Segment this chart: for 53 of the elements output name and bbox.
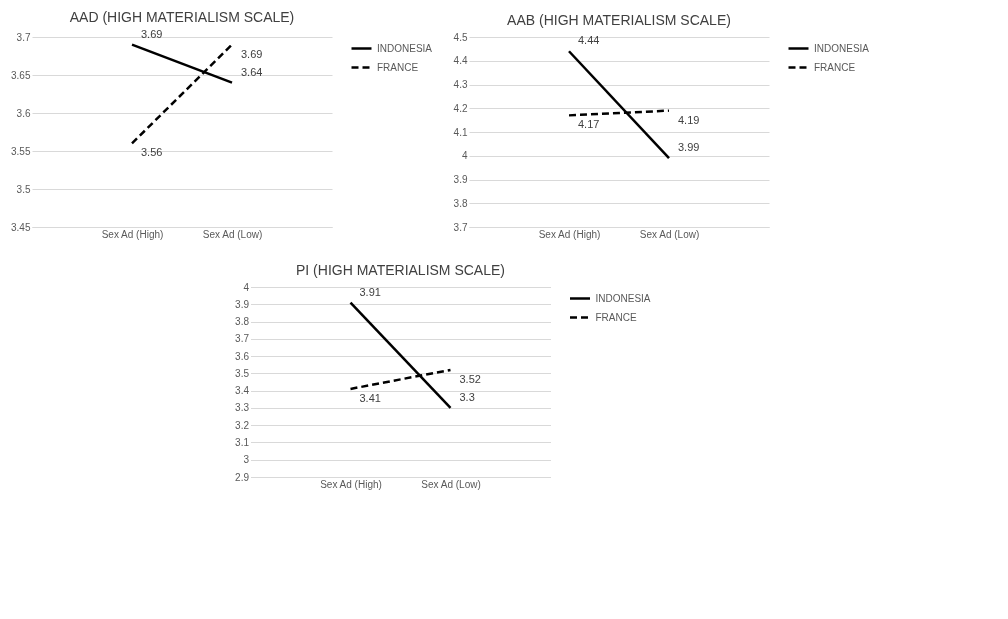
- y-tick-label: 3.4: [235, 385, 250, 397]
- legend-label: INDONESIA: [377, 42, 433, 54]
- data-label: 4.44: [578, 34, 600, 47]
- data-label: 4.19: [678, 113, 700, 126]
- y-tick-label: 3.6: [16, 107, 31, 119]
- y-tick-label: 3.7: [16, 31, 31, 43]
- y-tick-label: 3.65: [11, 69, 31, 81]
- legend-label: FRANCE: [814, 61, 856, 73]
- y-tick-label: 3.6: [235, 350, 250, 362]
- y-tick-label: 4: [461, 150, 468, 162]
- legend-label: INDONESIA: [814, 42, 870, 54]
- y-tick-label: 3.9: [235, 298, 250, 310]
- y-tick-label: 3.45: [11, 221, 31, 233]
- chart-title: AAD (HIGH MATERIALISM SCALE): [69, 8, 295, 25]
- y-tick-label: 4.2: [453, 102, 468, 114]
- y-tick-label: 3.9: [453, 174, 468, 185]
- y-tick-label: 3.2: [235, 419, 250, 431]
- data-label: 3.99: [678, 141, 700, 154]
- y-tick-label: 4.3: [453, 79, 468, 90]
- y-tick-label: 4.4: [453, 55, 468, 67]
- x-tick-label: Sex Ad (Low): [639, 228, 700, 240]
- y-tick-label: 3.55: [11, 145, 31, 157]
- y-tick-label: 3.5: [235, 367, 250, 379]
- chart-title: PI (HIGH MATERIALISM SCALE): [296, 262, 505, 278]
- y-tick-label: 4.5: [453, 31, 468, 43]
- y-tick-label: 3.7: [453, 221, 468, 233]
- data-label: 4.17: [578, 118, 600, 131]
- y-tick-label: 3.5: [16, 183, 31, 195]
- data-label: 3.69: [141, 27, 163, 40]
- legend-label: INDONESIA: [595, 292, 651, 304]
- data-label: 3.52: [459, 372, 481, 385]
- legend-label: FRANCE: [595, 311, 637, 323]
- y-tick-label: 4: [243, 281, 250, 293]
- y-tick-label: 2.9: [235, 471, 250, 483]
- chart-title: AAB (HIGH MATERIALISM SCALE): [507, 12, 731, 28]
- y-tick-label: 3: [243, 454, 250, 466]
- x-tick-label: Sex Ad (High): [320, 478, 382, 490]
- y-tick-label: 4.1: [453, 126, 468, 138]
- x-tick-label: Sex Ad (High): [101, 228, 164, 240]
- y-tick-label: 3.8: [453, 197, 468, 209]
- data-label: 3.91: [359, 285, 381, 298]
- y-tick-label: 3.3: [235, 402, 250, 414]
- x-tick-label: Sex Ad (Low): [202, 228, 263, 240]
- data-label: 3.41: [359, 391, 381, 404]
- x-tick-label: Sex Ad (High): [538, 228, 601, 240]
- data-label: 3.69: [241, 47, 263, 60]
- legend-label: FRANCE: [377, 61, 419, 73]
- data-label: 3.64: [241, 65, 263, 78]
- data-label: 3.56: [141, 146, 163, 159]
- y-tick-label: 3.7: [235, 333, 250, 345]
- x-tick-label: Sex Ad (Low): [421, 478, 481, 490]
- y-tick-label: 3.8: [235, 316, 250, 328]
- y-tick-label: 3.1: [235, 436, 250, 448]
